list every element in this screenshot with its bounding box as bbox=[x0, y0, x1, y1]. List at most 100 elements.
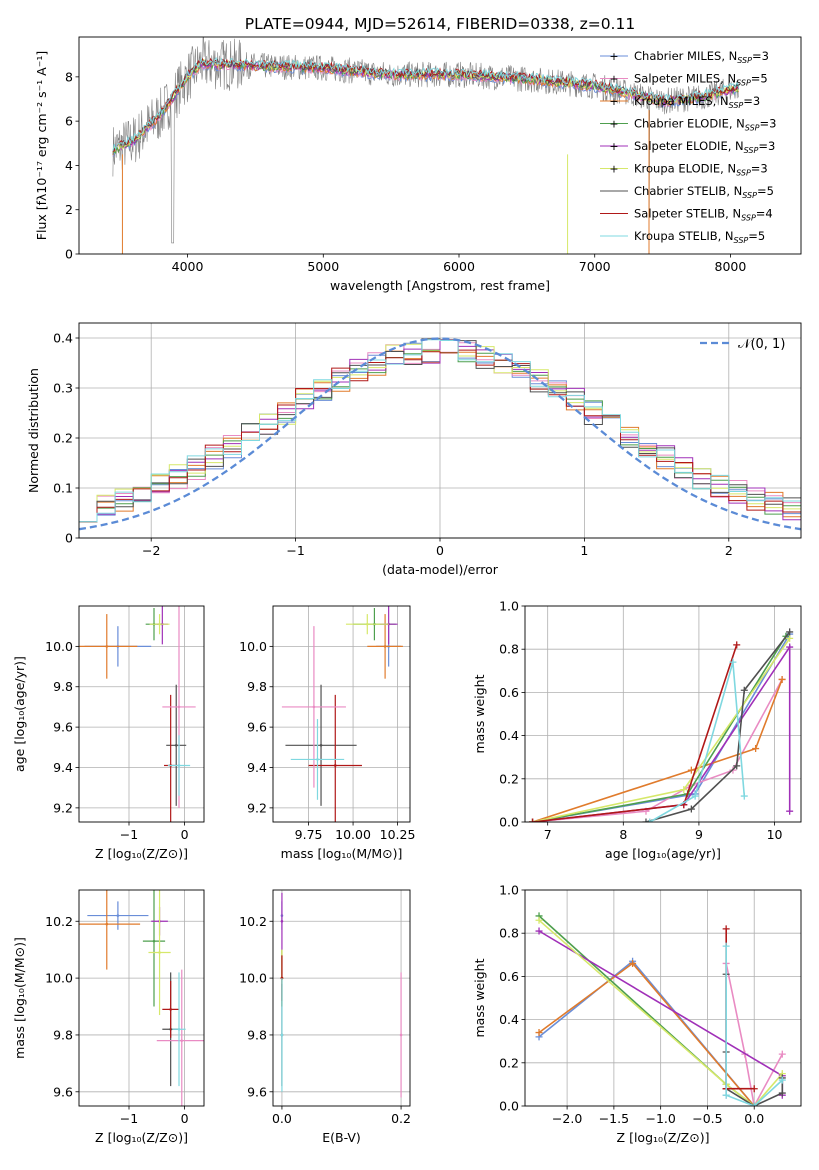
tick-label-y: 0 bbox=[65, 531, 73, 546]
tick-label-y: 9.6 bbox=[53, 1084, 73, 1099]
plot-area-age_vs_Z bbox=[79, 606, 196, 822]
point-salp_miles bbox=[177, 705, 181, 709]
histogram-krou_stelib bbox=[79, 339, 801, 538]
axis-label-x: Z [log₁₀(Z/Z⊙)] bbox=[617, 1130, 710, 1145]
tick-label-x: 6000 bbox=[443, 259, 475, 274]
weight-marker-krou_miles bbox=[752, 745, 760, 753]
tick-label-y: 2 bbox=[65, 202, 73, 217]
weight-marker-salp_stelib bbox=[750, 1085, 758, 1093]
tick-label-y: 9.6 bbox=[53, 720, 73, 735]
tick-label-y: 0.6 bbox=[499, 969, 519, 984]
axes-frame bbox=[78, 322, 802, 539]
tick-label-y: 4 bbox=[65, 158, 73, 173]
tick-label-x: −1 bbox=[120, 1111, 138, 1126]
axes-frame bbox=[524, 605, 802, 823]
legend-label-salp_elodie: Salpeter ELODIE, NSSP=3 bbox=[634, 139, 775, 155]
tick-label-y: 10.0 bbox=[45, 639, 73, 654]
weight-marker-krou_stelib bbox=[722, 1091, 730, 1099]
weight-marker-krou_stelib bbox=[740, 792, 748, 800]
axis-label-y: Flux [fλ10⁻¹⁷ erg cm⁻² s⁻¹ A⁻¹] bbox=[34, 51, 49, 240]
tick-label-y: 0 bbox=[65, 247, 73, 262]
plot-area-residuals bbox=[79, 337, 801, 538]
point-krou_stelib bbox=[177, 1027, 181, 1031]
tick-label-y: 0.4 bbox=[499, 1012, 519, 1027]
point-salp_stelib bbox=[169, 1008, 172, 1011]
weight-marker-krou_elodie bbox=[680, 786, 688, 794]
tick-label-x: 0 bbox=[436, 543, 444, 558]
weight-marker-krou_stelib bbox=[729, 658, 737, 666]
tick-label-x: 10.00 bbox=[335, 827, 371, 842]
tick-label-x: 0 bbox=[181, 827, 189, 842]
model-line-krou_stelib bbox=[112, 57, 740, 152]
plot-area-mass_vs_Z bbox=[79, 890, 204, 1106]
tick-label-y: 9.4 bbox=[53, 760, 73, 775]
tick-label-x: −2.0 bbox=[552, 1111, 582, 1126]
tick-label-x: −1 bbox=[120, 827, 138, 842]
axis-label-x: (data-model)/error bbox=[382, 562, 499, 577]
point-krou_stelib bbox=[280, 1033, 284, 1037]
axes-frame bbox=[524, 889, 802, 1107]
axis-label-x: age [log₁₀(age/yr)] bbox=[605, 846, 721, 861]
point-chab_elodie bbox=[152, 939, 156, 943]
tick-label-y: 10.0 bbox=[239, 639, 267, 654]
grid-age_vs_mass bbox=[273, 606, 410, 822]
weight-line-chab_miles bbox=[538, 960, 755, 1106]
panel-mass_vs_ebv: 0.0 0.2 9.6 9.8 10.0 10.2 E(B-V) bbox=[239, 889, 411, 1145]
legend-label-chab_stelib: Chabrier STELIB, NSSP=5 bbox=[634, 184, 774, 200]
tick-label-x: −2 bbox=[142, 543, 160, 558]
weight-marker-krou_elodie bbox=[535, 916, 543, 924]
plot-area-age_vs_mass bbox=[281, 606, 403, 822]
weight-marker-krou_stelib bbox=[778, 1076, 786, 1084]
weight-marker-salp_elodie bbox=[535, 927, 543, 935]
weight-line-krou_stelib bbox=[725, 946, 783, 1106]
tick-label-y: 0.3 bbox=[53, 381, 73, 396]
weight-marker-krou_miles bbox=[687, 766, 695, 774]
figure-title: PLATE=0944, MJD=52614, FIBERID=0338, z=0… bbox=[245, 15, 635, 33]
weight-line-salp_elodie bbox=[532, 644, 791, 822]
tick-label-y: 9.8 bbox=[247, 679, 267, 694]
tick-label-x: 9 bbox=[695, 827, 703, 842]
axis-label-x: Z [log₁₀(Z/Z⊙)] bbox=[95, 1130, 188, 1145]
axes-frame bbox=[78, 36, 802, 255]
tick-label-x: 7000 bbox=[579, 259, 611, 274]
point-krou_miles bbox=[383, 645, 387, 648]
axes-frame bbox=[272, 889, 411, 1107]
point-krou_elodie bbox=[158, 951, 161, 954]
tick-label-x: 0.0 bbox=[744, 1111, 764, 1126]
weight-line-salp_stelib bbox=[725, 928, 755, 1090]
weight-marker-chab_stelib bbox=[733, 762, 741, 770]
tick-label-y: 0.8 bbox=[499, 642, 519, 657]
axis-label-x: Z [log₁₀(Z/Z⊙)] bbox=[95, 846, 188, 861]
weight-marker-salp_stelib bbox=[529, 818, 537, 822]
tick-label-y: 0.4 bbox=[53, 331, 73, 346]
weight-marker-chab_stelib bbox=[687, 805, 695, 813]
legend-marker: + bbox=[609, 163, 618, 176]
weight-marker-krou_miles bbox=[778, 675, 786, 683]
tick-label-y: 9.8 bbox=[53, 679, 73, 694]
tick-label-y: 8 bbox=[65, 69, 73, 84]
weight-line-krou_miles bbox=[538, 962, 755, 1106]
tick-label-y: 0.1 bbox=[53, 481, 73, 496]
tick-label-x: 9.75 bbox=[295, 827, 323, 842]
point-krou_elodie bbox=[365, 622, 369, 626]
tick-label-y: 10.2 bbox=[45, 914, 73, 929]
tick-label-y: 0.8 bbox=[499, 926, 519, 941]
grid-mass_vs_ebv bbox=[273, 890, 410, 1106]
plot-area-mass_vs_ebv bbox=[280, 892, 403, 1098]
weight-marker-salp_elodie bbox=[786, 643, 794, 651]
tick-label-y: 9.8 bbox=[53, 1027, 73, 1042]
axis-label-y: mass weight bbox=[472, 674, 487, 753]
legend-gaussian-label: 𝒩(0, 1) bbox=[738, 337, 785, 352]
panel-weight_vs_Z: −2.0 −1.5 −1.0 −0.5 0.0 0.0 0.2 0.4 0.6 0.8 1.0 Z [… bbox=[472, 883, 802, 1145]
point-krou_elodie bbox=[158, 622, 161, 626]
tick-label-y: 9.4 bbox=[247, 760, 267, 775]
tick-label-y: 0.0 bbox=[499, 815, 519, 830]
tick-label-x: 4000 bbox=[172, 259, 204, 274]
tick-label-y: 1.0 bbox=[499, 599, 519, 614]
legend-label-krou_miles: Kroupa MILES, NSSP=3 bbox=[634, 94, 760, 110]
tick-label-x: 0.0 bbox=[272, 1111, 292, 1126]
tick-label-x: −1 bbox=[286, 543, 304, 558]
tick-label-y: 9.6 bbox=[247, 1084, 267, 1099]
grid-weight_vs_age bbox=[525, 605, 801, 823]
